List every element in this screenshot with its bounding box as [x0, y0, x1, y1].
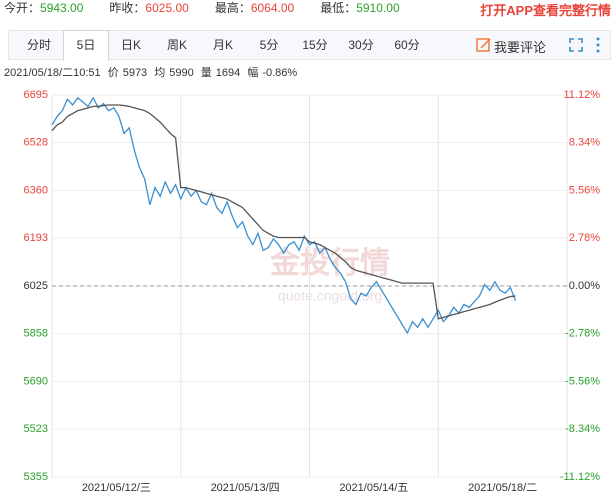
y2-tick-label: 11.12% — [564, 89, 601, 101]
x-day-label: 2021/05/12/三 — [82, 482, 151, 494]
tab[interactable]: 月K — [212, 38, 233, 52]
x-day-label: 2021/05/18/二 — [468, 482, 537, 494]
y-tick-label: 6360 — [24, 184, 48, 196]
y2-tick-label: 8.34% — [569, 137, 600, 149]
quote-label: 今开： — [4, 1, 41, 15]
quote-label: 最高： — [214, 1, 251, 15]
value: 5990 — [169, 67, 194, 79]
quote-label: 昨收： — [109, 1, 146, 15]
time: 2021/05/18/二10:51 — [4, 67, 101, 79]
series-line — [51, 104, 516, 320]
y-tick-label: 5858 — [24, 328, 48, 340]
tab[interactable]: 15分 — [302, 38, 328, 52]
info-line: 2021/05/18/二10:51 价 5973 均 5990 量 1694 幅 -0.… — [4, 64, 301, 80]
app-link[interactable]: 打开APP查看完整行情 — [480, 3, 611, 18]
label: 均 — [154, 67, 166, 79]
tab[interactable]: 日K — [120, 38, 141, 52]
value: 1694 — [215, 67, 241, 79]
comment-icon[interactable] — [476, 37, 492, 53]
value: -0.86% — [262, 67, 298, 79]
y2-tick-label: -11.12% — [560, 471, 600, 483]
label: 价 — [107, 67, 119, 79]
tab[interactable]: 60分 — [394, 38, 420, 52]
comment-button[interactable]: 我要评论 — [494, 40, 547, 55]
tab-bar: 我要评论 分时 5日 日K 周K 月K 5分 15分 30分 60分 — [8, 30, 611, 61]
x-day-label: 2021/05/13/四 — [211, 482, 280, 494]
y2-tick-label: 2.78% — [569, 232, 600, 244]
y-tick-label: 6528 — [24, 137, 48, 149]
x-day-label: 2021/05/14/五 — [339, 482, 408, 494]
quote: 今开：5943.00 — [4, 1, 83, 15]
fullscreen-icon[interactable] — [569, 38, 583, 52]
watermark-url: quote.cngold.org — [278, 288, 382, 304]
y-tick-label: 6193 — [24, 232, 48, 244]
tab[interactable]: 5分 — [259, 38, 279, 52]
quote: 最低：5910.00 — [320, 1, 399, 15]
quote: 昨收：6025.00 — [109, 1, 188, 15]
y2-tick-label: 5.56% — [569, 184, 600, 196]
tab[interactable]: 分时 — [26, 38, 51, 52]
value: 5973 — [122, 67, 148, 79]
tab[interactable]: 周K — [166, 38, 187, 52]
quote: 最高：6064.00 — [215, 1, 294, 15]
quote-label: 最低： — [320, 1, 357, 15]
label: 量 — [200, 67, 212, 79]
y2-tick-label: -8.34% — [565, 423, 600, 435]
quote-value: 5910.00 — [356, 1, 400, 15]
series-line — [51, 96, 517, 335]
label: 幅 — [247, 67, 259, 79]
quote-value: 5943.00 — [40, 1, 84, 15]
chart: 6695 6528 6360 6193 6025 5858 5690 5523 5355 11.1… — [24, 89, 601, 494]
tab[interactable]: 5日 — [63, 30, 109, 61]
y-tick-label: 6025 — [24, 280, 48, 292]
y-tick-label: 6695 — [24, 89, 48, 101]
y2-tick-label: -5.56% — [565, 375, 600, 387]
quote-value: 6064.00 — [250, 1, 295, 15]
y-tick-label: 5523 — [24, 423, 48, 435]
quote-bar: 今开：5943.00 昨收：6025.00 最高：6064.00 最低：5910.00 — [0, 0, 615, 20]
y-tick-label: 5690 — [24, 375, 48, 387]
tab[interactable]: 30分 — [348, 38, 374, 52]
quote-value: 6025.00 — [145, 1, 189, 15]
y-tick-label: 5355 — [24, 471, 48, 483]
y2-tick-label: 0.00% — [569, 280, 600, 292]
y2-tick-label: -2.78% — [565, 328, 600, 340]
more-icon[interactable] — [594, 35, 602, 55]
